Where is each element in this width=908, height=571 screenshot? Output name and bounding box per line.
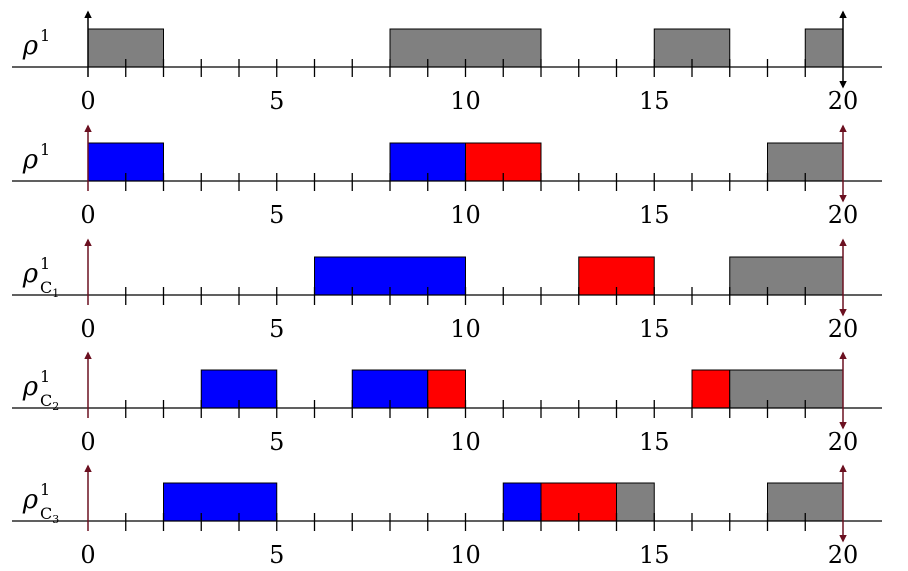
tick-label: 0 [80,201,95,229]
row-label-superscript: 1 [40,367,50,386]
row-label-symbol: ρ [22,485,39,515]
block-gray [616,482,655,522]
tick-label: 10 [450,201,481,229]
row-label-superscript: 1 [40,26,50,45]
row-label-superscript: 1 [40,254,50,273]
tick-label: 0 [80,541,95,569]
row-label-symbol: ρ [22,372,39,402]
row-label: ρ [22,259,39,289]
row-label-symbol: ρ [22,259,39,289]
tick-label: 10 [450,315,481,343]
timeline-row-3: 0 5 10 15 20 ρ 1 C1 [12,238,882,343]
tick-label: 10 [450,428,481,456]
row-label: ρ [22,31,39,61]
tick-label: 20 [828,201,859,229]
row-label: ρ [22,372,39,402]
tick-label: 0 [80,87,95,115]
block-blue [502,482,542,522]
tick-label: 15 [639,87,670,115]
tick-label: 5 [269,541,284,569]
block-gray [653,28,731,68]
tick-label: 15 [639,428,670,456]
tick-label: 5 [269,315,284,343]
timeline-row-1: 0 5 10 15 20 ρ 1 [12,10,882,115]
row-label: ρ [22,485,39,515]
block-blue [351,369,429,409]
tick-label: 20 [828,87,859,115]
block-gray [729,369,844,409]
tick-label: 0 [80,428,95,456]
timeline-row-4: 0 5 10 15 20 ρ 1 C2 [12,351,882,456]
tick-label: 5 [269,201,284,229]
row-label: ρ [22,145,39,175]
tick-label: 20 [828,428,859,456]
block-gray [729,256,844,296]
tick-label: 5 [269,428,284,456]
block-blue [163,482,278,522]
row-label-subscript: C3 [40,504,59,526]
row-label-superscript: 1 [40,140,50,159]
block-gray [804,28,844,68]
row-label-superscript: 1 [40,480,50,499]
row-label-subscript: C2 [40,391,59,413]
tick-label: 15 [639,201,670,229]
row-label-subscript: C1 [40,278,59,300]
block-red [427,369,466,409]
tick-label: 10 [450,87,481,115]
timeline-row-2: 0 5 10 15 20 ρ 1 [12,124,882,229]
timeline-row-5: 0 5 10 15 20 ρ 1 C3 [12,464,882,569]
tick-label: 20 [828,315,859,343]
tick-label: 5 [269,87,284,115]
tick-label: 0 [80,315,95,343]
tick-label: 20 [828,541,859,569]
row-label-symbol: ρ [22,31,39,61]
tick-label: 15 [639,315,670,343]
block-red [691,369,731,409]
tick-label: 15 [639,541,670,569]
tick-label: 10 [450,541,481,569]
row-label-symbol: ρ [22,145,39,175]
